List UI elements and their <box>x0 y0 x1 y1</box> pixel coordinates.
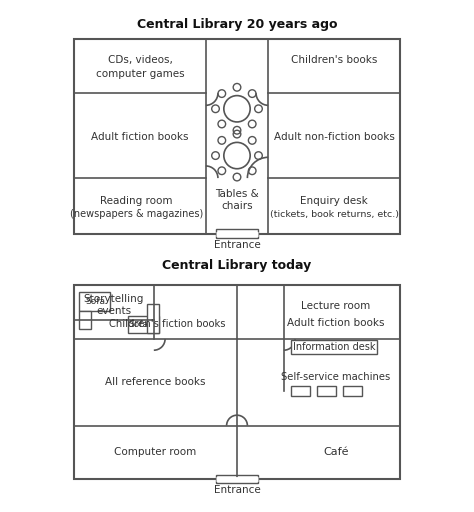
Bar <box>216 475 258 483</box>
Text: Adult non-fiction books: Adult non-fiction books <box>273 132 394 141</box>
Text: Entrance: Entrance <box>214 240 260 250</box>
Text: computer games: computer games <box>96 69 184 79</box>
Text: Sofa: Sofa <box>128 320 148 329</box>
Text: Information desk: Information desk <box>293 342 375 352</box>
Bar <box>74 39 400 233</box>
Bar <box>128 316 159 333</box>
Bar <box>79 292 110 311</box>
Text: (newspapers & magazines): (newspapers & magazines) <box>70 209 203 220</box>
Text: Café: Café <box>323 447 348 457</box>
Bar <box>79 311 91 329</box>
Text: Entrance: Entrance <box>214 485 260 496</box>
Text: Adult fiction books: Adult fiction books <box>287 318 384 328</box>
Bar <box>147 304 159 333</box>
Bar <box>317 386 336 396</box>
Bar <box>74 285 400 479</box>
Text: events: events <box>96 306 131 316</box>
Text: Children's books: Children's books <box>291 55 377 65</box>
Text: Reading room: Reading room <box>100 196 173 206</box>
Bar <box>343 386 362 396</box>
Text: Sofa: Sofa <box>85 297 105 306</box>
Bar <box>216 229 258 238</box>
Text: All reference books: All reference books <box>105 377 206 387</box>
Bar <box>291 340 377 353</box>
Bar <box>291 386 310 396</box>
Text: Storytelling: Storytelling <box>84 294 144 304</box>
Text: Self-service machines: Self-service machines <box>281 372 391 382</box>
Text: Tables &: Tables & <box>215 189 259 199</box>
Text: chairs: chairs <box>221 201 253 211</box>
Text: Enquiry desk: Enquiry desk <box>300 196 368 206</box>
Text: CDs, videos,: CDs, videos, <box>108 55 173 65</box>
Text: Adult fiction books: Adult fiction books <box>91 132 189 141</box>
Text: Children's fiction books: Children's fiction books <box>109 319 225 329</box>
Text: Computer room: Computer room <box>114 447 197 457</box>
Text: (tickets, book returns, etc.): (tickets, book returns, etc.) <box>270 210 399 219</box>
Text: Central Library today: Central Library today <box>163 259 311 271</box>
Text: Lecture room: Lecture room <box>301 301 370 311</box>
Text: Central Library 20 years ago: Central Library 20 years ago <box>137 18 337 31</box>
